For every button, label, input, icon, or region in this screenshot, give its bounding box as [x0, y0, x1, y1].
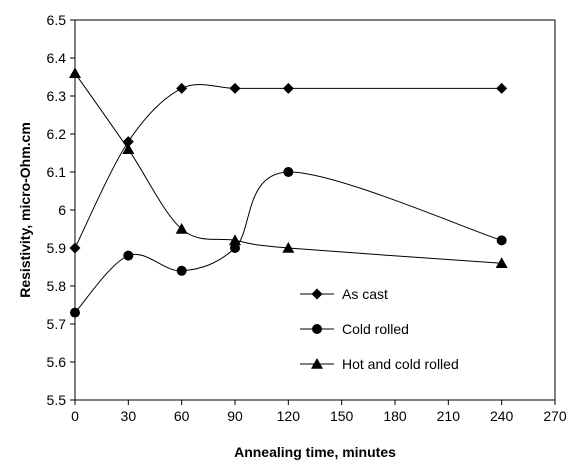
- data-point-triangle: [311, 358, 323, 369]
- data-point-triangle: [229, 234, 241, 246]
- x-axis-title: Annealing time, minutes: [234, 444, 396, 460]
- series-line: [74, 84, 502, 249]
- data-point-diamond: [496, 82, 508, 94]
- data-point-circle: [176, 265, 187, 276]
- series-as-cast: [69, 82, 508, 254]
- x-axis: 0 30 60 90 120 150 180 210 240 270: [71, 400, 567, 424]
- x-tick-label: 30: [121, 408, 137, 424]
- x-tick-label: 90: [227, 408, 243, 424]
- x-tick-label: 120: [277, 408, 301, 424]
- y-tick-label: 5.6: [47, 354, 67, 370]
- data-point-circle: [70, 307, 80, 318]
- series-line: [74, 72, 502, 264]
- data-point-triangle: [122, 143, 135, 154]
- y-tick-label: 6.2: [47, 126, 67, 142]
- y-axis: 5.5 5.6 5.7 5.8 5.9 6 6.1 6.2 6.3 6.4 6.5: [47, 12, 75, 408]
- data-point-circle: [283, 167, 294, 177]
- x-tick-label: 60: [174, 408, 190, 424]
- plot-border: [74, 19, 556, 401]
- data-point-diamond: [69, 242, 81, 254]
- x-tick-label: 270: [543, 408, 567, 424]
- data-point-triangle: [175, 223, 188, 234]
- legend-item: Cold rolled: [300, 321, 409, 337]
- data-point-circle: [230, 243, 240, 253]
- data-point-triangle: [495, 257, 508, 268]
- plot-area: [74, 19, 556, 401]
- x-tick-label: 180: [383, 408, 407, 424]
- legend-item: As cast: [300, 286, 388, 302]
- x-tick-label: 0: [71, 408, 79, 424]
- y-tick-label: 5.9: [47, 240, 67, 256]
- y-tick-label: 6: [58, 202, 66, 218]
- y-tick-label: 6.5: [47, 12, 67, 28]
- series-layer: [69, 67, 508, 318]
- data-point-diamond: [176, 82, 188, 94]
- data-point-diamond: [282, 82, 294, 94]
- legend-item: Hot and cold rolled: [300, 356, 459, 372]
- data-point-diamond: [229, 82, 241, 94]
- y-tick-label: 6.1: [47, 164, 67, 180]
- legend-label: Hot and cold rolled: [342, 356, 459, 372]
- y-tick-label: 5.5: [47, 392, 67, 408]
- data-point-circle: [123, 250, 134, 261]
- data-point-circle: [496, 235, 507, 246]
- y-axis-title: Resistivity, micro-Ohm.cm: [17, 122, 33, 298]
- y-tick-label: 6.4: [47, 50, 67, 66]
- legend: As cast Cold rolled Hot and cold rolled: [300, 286, 459, 372]
- x-tick-label: 240: [490, 408, 514, 424]
- data-point-diamond: [311, 288, 323, 300]
- data-point-triangle: [282, 242, 295, 253]
- series-hot-and-cold-rolled: [69, 67, 508, 268]
- legend-label: As cast: [342, 286, 388, 302]
- series-cold-rolled: [70, 167, 507, 318]
- x-tick-label: 210: [437, 408, 461, 424]
- data-point-circle: [312, 324, 322, 334]
- y-tick-label: 5.7: [47, 316, 67, 332]
- data-point-triangle: [69, 67, 81, 78]
- legend-label: Cold rolled: [342, 321, 409, 337]
- y-tick-label: 5.8: [47, 278, 67, 294]
- x-tick-label: 150: [330, 408, 354, 424]
- y-tick-label: 6.3: [47, 88, 67, 104]
